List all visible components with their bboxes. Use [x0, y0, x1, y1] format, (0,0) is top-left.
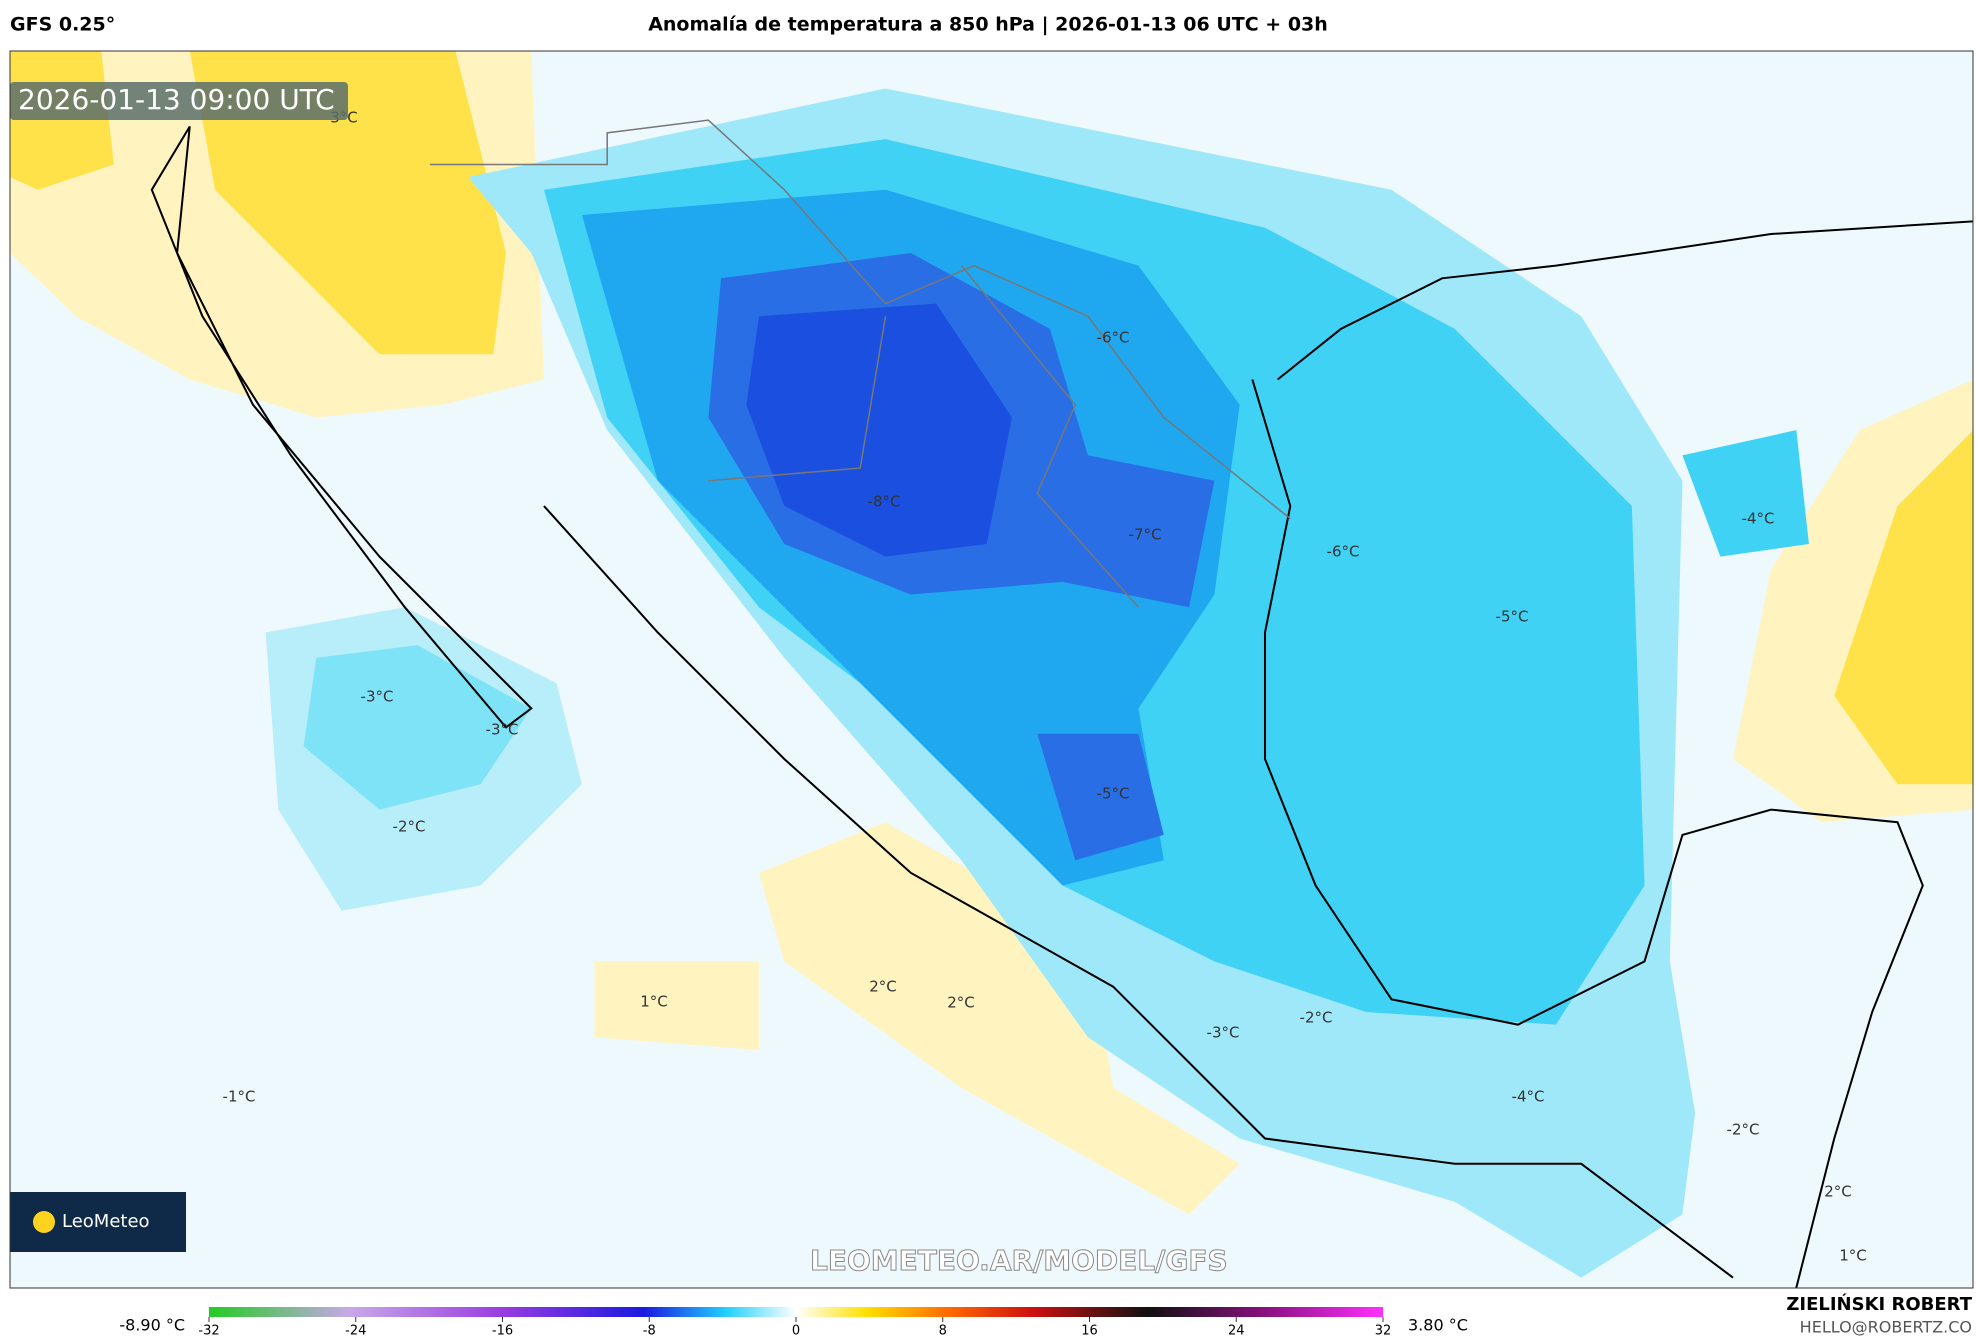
contour-label: -5°C	[1496, 608, 1529, 626]
colorbar-min: -8.90 °C	[119, 1316, 185, 1335]
author-name: ZIELIŃSKI ROBERT	[1786, 1293, 1972, 1315]
contour-label: -6°C	[1327, 543, 1360, 561]
watermark: LEOMETEO.AR/MODEL/GFS	[810, 1244, 1228, 1277]
contour-label: -3°C	[361, 688, 394, 706]
colorbar-gradient	[209, 1307, 1383, 1317]
colorbar-max: 3.80 °C	[1408, 1316, 1468, 1335]
timestamp-box	[10, 82, 348, 120]
contour-label: -2°C	[1727, 1121, 1760, 1139]
contour-label: -1°C	[223, 1088, 256, 1106]
contour-label: 1°C	[1839, 1247, 1867, 1265]
colorbar-tick-label: 24	[1228, 1324, 1245, 1339]
map-frame	[9, 50, 1974, 1289]
logo-sun	[33, 1211, 55, 1233]
contour-label: -2°C	[393, 818, 426, 836]
colorbar-tick-label: 8	[939, 1324, 947, 1339]
contour-label: 2°C	[1824, 1183, 1852, 1201]
contour-label: -8°C	[868, 493, 901, 511]
contour-label: -2°C	[1300, 1009, 1333, 1027]
contour-label: -3°C	[1207, 1024, 1240, 1042]
contour-label: -3°C	[486, 721, 519, 739]
colorbar-tick-label: -24	[345, 1324, 366, 1339]
timestamp: 2026-01-13 09:00 UTC	[18, 83, 335, 116]
colorbar-tick-label: -16	[492, 1324, 513, 1339]
anomaly-fields	[10, 51, 1973, 1288]
contour-label: 1°C	[640, 993, 668, 1011]
colorbar-tick-label: -32	[198, 1324, 219, 1339]
model-label: GFS 0.25°	[10, 14, 115, 36]
contour-labels: -8°C -7°C -6°C -6°C -5°C -5°C -4°C -4°C -3°C -3°C…	[223, 109, 1867, 1265]
colorbar-tick-label: 16	[1081, 1324, 1098, 1339]
contour-label: -5°C	[1097, 785, 1130, 803]
map-title: Anomalía de temperatura a 850 hPa | 2026…	[648, 14, 1328, 36]
contour-label: 2°C	[869, 978, 897, 996]
contour-label: -4°C	[1512, 1088, 1545, 1106]
contour-label: -7°C	[1129, 526, 1162, 544]
colorbar-tick-label: 0	[792, 1324, 800, 1339]
logo-text: LeoMeteo	[62, 1211, 150, 1232]
contour-label: -6°C	[1097, 329, 1130, 347]
colorbar-tick-label: 32	[1375, 1324, 1392, 1339]
map-area: -8°C -7°C -6°C -6°C -5°C -5°C -4°C -4°C -3°C -3°C…	[10, 51, 1973, 1288]
author-email: HELLO@ROBERTZ.CO	[1800, 1318, 1972, 1337]
contour-label: 2°C	[947, 994, 975, 1012]
colorbar-tick-label: -8	[643, 1324, 656, 1339]
colorbar: -32 -24 -16 -8 0 8 16 24 32	[198, 1307, 1391, 1339]
contour-label: -4°C	[1742, 510, 1775, 528]
